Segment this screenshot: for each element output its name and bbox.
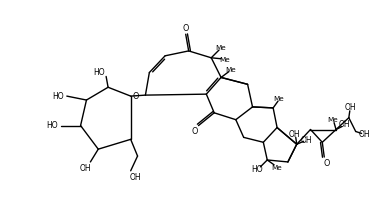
Text: OH: OH bbox=[130, 173, 141, 182]
Text: Me: Me bbox=[220, 57, 230, 63]
Text: Me: Me bbox=[225, 67, 236, 73]
Text: O: O bbox=[192, 127, 198, 136]
Text: Me: Me bbox=[274, 96, 284, 102]
Text: O: O bbox=[183, 24, 189, 33]
Text: O: O bbox=[323, 159, 330, 169]
Text: O: O bbox=[132, 92, 139, 101]
Text: OH: OH bbox=[359, 130, 369, 139]
Text: OH: OH bbox=[80, 164, 91, 173]
Text: OH: OH bbox=[301, 136, 313, 145]
Text: Me: Me bbox=[272, 165, 282, 171]
Text: HO: HO bbox=[52, 92, 64, 101]
Text: OH: OH bbox=[339, 120, 351, 129]
Text: HO: HO bbox=[46, 121, 58, 130]
Text: Me: Me bbox=[328, 117, 338, 123]
Text: OH: OH bbox=[289, 130, 301, 139]
Text: OH: OH bbox=[345, 103, 356, 112]
Text: HO: HO bbox=[252, 165, 263, 174]
Text: HO: HO bbox=[93, 68, 105, 77]
Text: Me: Me bbox=[216, 45, 227, 51]
